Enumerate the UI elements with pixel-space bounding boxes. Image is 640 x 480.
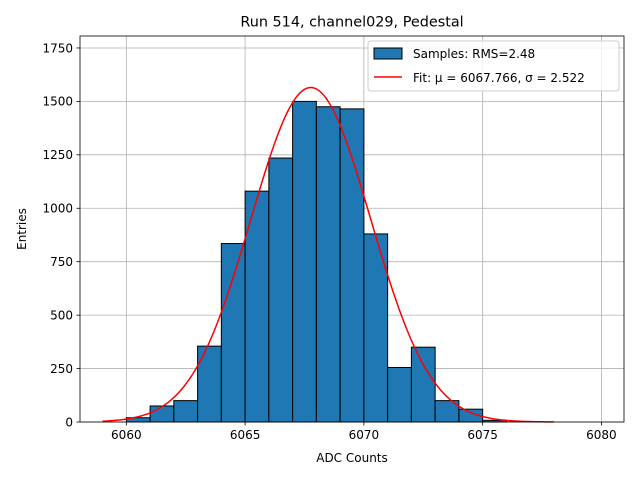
legend-samples-label: Samples: RMS=2.48 [413, 47, 535, 61]
y-tick-label: 250 [50, 362, 73, 376]
histogram-bar [410, 346, 436, 423]
legend-samples-swatch [373, 47, 403, 60]
fit-curve [102, 86, 554, 423]
histogram-bar [173, 400, 199, 423]
histogram-bars [125, 100, 507, 423]
histogram-bar [292, 100, 317, 423]
legend: Samples: RMS=2.48 Fit: μ = 6067.766, σ =… [367, 40, 620, 92]
histogram-bar [387, 366, 412, 423]
y-tick-label: 500 [50, 308, 73, 322]
histogram-bar [268, 157, 294, 423]
legend-frame [367, 40, 620, 92]
y-tick-label: 750 [50, 255, 73, 269]
chart-title: Run 514, channel029, Pedestal [240, 15, 463, 31]
x-axis-ticks: 6060 6065 6070 6075 6080 [111, 422, 617, 442]
histogram-bar [149, 405, 175, 423]
x-tick-label: 6065 [230, 428, 261, 442]
y-axis-label: Entries [15, 208, 29, 250]
y-tick-label: 0 [65, 415, 73, 429]
x-tick-label: 6060 [111, 428, 142, 442]
plot-frame [79, 35, 625, 423]
y-tick-label: 1000 [42, 202, 73, 216]
y-tick-label: 1500 [42, 95, 73, 109]
histogram-bar [197, 345, 222, 423]
y-axis-ticks: 0 250 500 750 1000 1250 1500 1750 [42, 41, 80, 429]
histogram-bar [315, 106, 341, 423]
x-tick-label: 6080 [586, 428, 617, 442]
x-tick-label: 6075 [467, 428, 498, 442]
x-axis-label: ADC Counts [316, 451, 388, 465]
plot-area: 6060 6065 6070 6075 6080 0 250 500 750 1000 1250 1… [42, 35, 625, 442]
legend-fit-label: Fit: μ = 6067.766, σ = 2.522 [413, 71, 585, 85]
y-tick-label: 1750 [42, 41, 73, 55]
histogram-bar [220, 243, 246, 423]
y-tick-label: 1250 [42, 148, 73, 162]
x-tick-label: 6070 [349, 428, 380, 442]
